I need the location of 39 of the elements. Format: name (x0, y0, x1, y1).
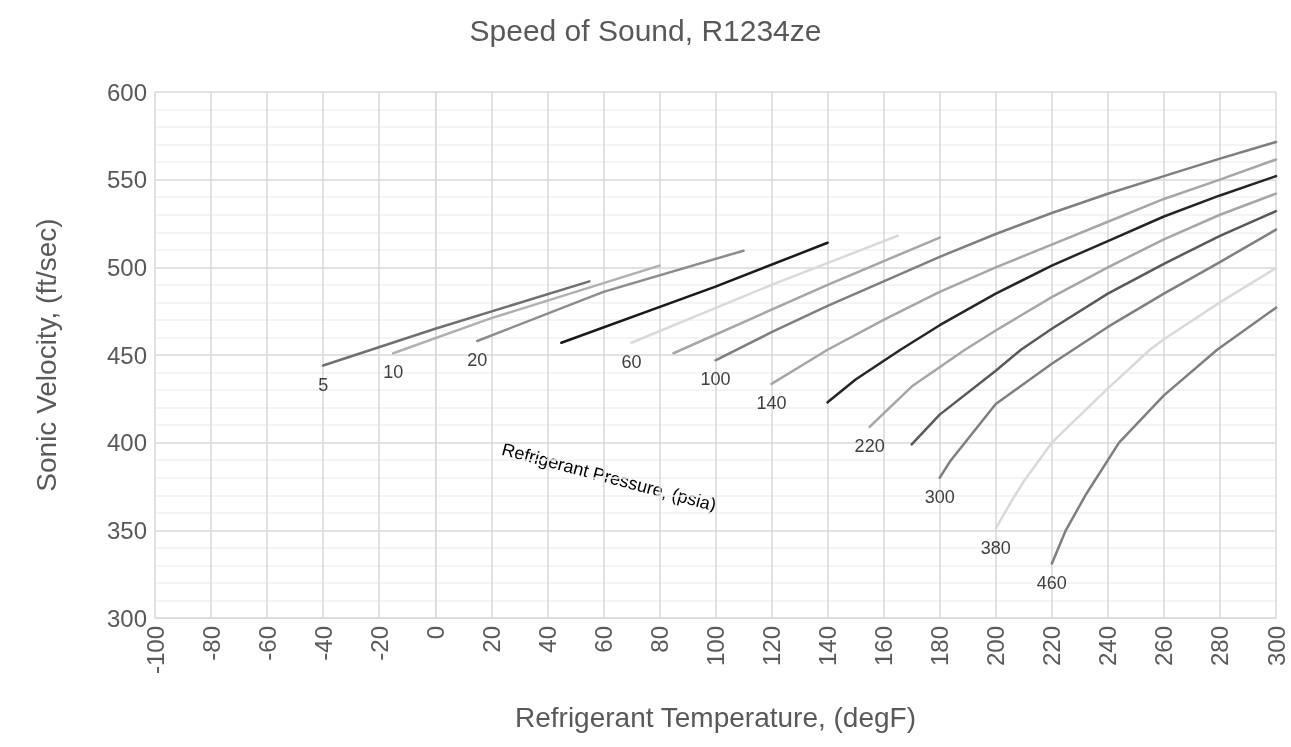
x-tick-label: 160 (870, 626, 898, 667)
series-label: 380 (980, 537, 1011, 558)
series-label: 10 (383, 362, 404, 383)
y-tick-label: 450 (106, 341, 147, 369)
x-tick-label: 60 (589, 626, 617, 653)
x-tick-label: 280 (1206, 626, 1234, 667)
series-label: 220 (854, 435, 885, 456)
x-tick-label: 0 (421, 626, 449, 640)
x-tick-label: 40 (533, 626, 561, 653)
y-tick-label: 600 (106, 78, 147, 106)
x-tick-label: 20 (477, 626, 505, 653)
x-tick-label: -20 (365, 626, 393, 661)
x-axis-title: Refrigerant Temperature, (degF) (515, 701, 916, 733)
x-tick-label: 120 (758, 626, 786, 667)
y-tick-label: 400 (106, 429, 147, 457)
y-axis-title: Sonic Velocity, (ft/sec) (30, 218, 62, 492)
x-tick-label: 240 (1094, 626, 1122, 667)
y-tick-label: 550 (106, 166, 147, 194)
x-tick-label: 180 (926, 626, 954, 667)
x-tick-label: -40 (309, 626, 337, 661)
x-tick-label: 200 (982, 626, 1010, 667)
y-tick-label: 350 (106, 516, 147, 544)
x-tick-label: 140 (814, 626, 842, 667)
x-tick-label: -60 (253, 626, 281, 661)
x-tick-label: 260 (1150, 626, 1178, 667)
y-tick-label: 500 (106, 253, 147, 281)
chart-title: Speed of Sound, R1234ze (469, 13, 822, 47)
series-label: 300 (924, 486, 955, 507)
series-label: 100 (700, 369, 731, 390)
x-tick-label: -80 (197, 626, 225, 661)
x-tick-label: 300 (1262, 626, 1290, 667)
series-label: 460 (1036, 572, 1067, 593)
series-label: 60 (621, 351, 642, 372)
x-tick-label: 80 (645, 626, 673, 653)
series-label: 140 (756, 392, 787, 413)
series-label: 20 (467, 349, 488, 370)
x-tick-label: 100 (702, 626, 729, 667)
series-label: 5 (318, 374, 329, 395)
x-tick-label: 220 (1038, 626, 1066, 667)
